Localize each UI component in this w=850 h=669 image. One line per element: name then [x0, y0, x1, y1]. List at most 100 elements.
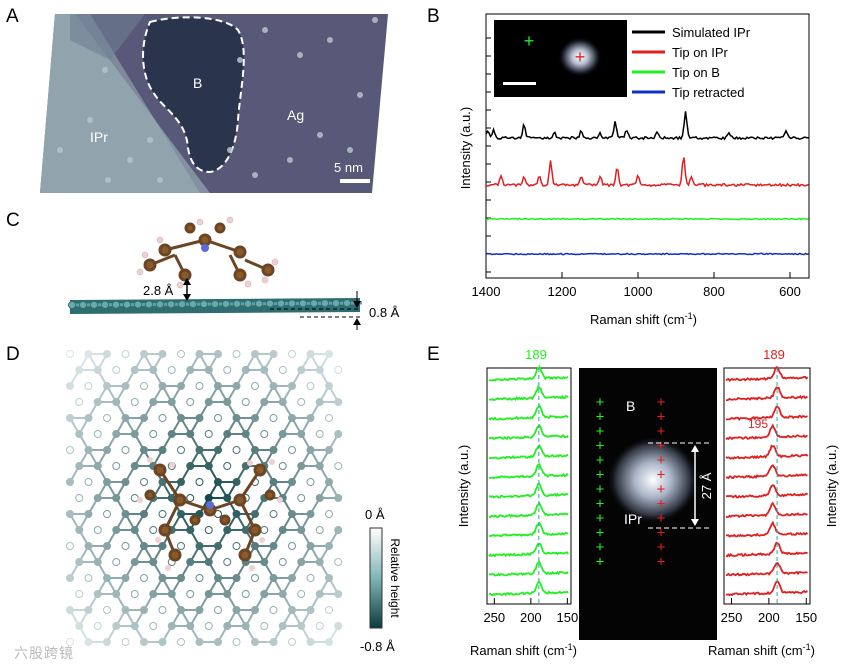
d-boron-atom: [130, 366, 139, 374]
d-colorbar-top: 0 Å: [365, 507, 385, 522]
e-right-axes: [723, 367, 811, 605]
d-boron-atom: [214, 478, 222, 486]
e-spectrum: [725, 541, 808, 558]
d-boron-atom: [121, 510, 130, 518]
d-boron-atom: [325, 638, 333, 646]
e-cross-green: +: [596, 394, 605, 411]
d-boron-atom: [260, 430, 269, 438]
d-boron-atom: [112, 462, 121, 470]
d-boron-atom: [214, 638, 222, 646]
d-boron-atom: [112, 430, 121, 438]
d-boron-atom: [223, 590, 232, 598]
d-boron-atom: [84, 606, 93, 614]
d-boron-atom: [158, 574, 167, 582]
d-boron-atom: [251, 574, 259, 582]
d-boron-atom: [204, 430, 213, 438]
b-series-line-3: [485, 252, 809, 256]
d-boron-atom: [186, 590, 195, 598]
e-map-spot: [607, 436, 699, 524]
d-boron-atom: [278, 398, 287, 406]
c-boron-atom: [233, 299, 241, 308]
d-boron-atom: [84, 414, 93, 422]
d-boron-atom: [93, 558, 102, 566]
d-boron-atom: [140, 382, 148, 390]
b-legend-label-2: Tip on B: [672, 65, 720, 80]
c-boron-atom: [112, 300, 120, 309]
d-boron-atom: [158, 446, 167, 454]
d-boron-atom: [269, 542, 278, 550]
c-boron-atoms: [68, 299, 351, 309]
e-spectrum: [488, 444, 569, 460]
e-spectrum: [725, 423, 809, 441]
d-boron-atom: [158, 382, 167, 390]
c-boron-atom: [79, 301, 87, 309]
d-boron-atom: [167, 366, 176, 374]
d-boron-atom: [112, 398, 121, 406]
d-boron-atom: [130, 558, 139, 566]
d-boron-atom: [112, 590, 121, 598]
e-cross-green: +: [596, 438, 605, 455]
d-boron-atom: [204, 462, 213, 470]
d-boron-atom: [112, 622, 121, 630]
d-boron-atom: [93, 366, 102, 374]
b-yaxis-ticks: [486, 37, 491, 273]
d-boron-atom: [140, 574, 148, 582]
a-label-ag: Ag: [287, 107, 304, 123]
d-boron-atom: [278, 462, 287, 470]
c-boron-atom: [145, 300, 153, 309]
d-boron-atom: [315, 398, 324, 406]
d-boron-atom: [214, 350, 222, 358]
d-boron-atom: [84, 350, 93, 358]
d-boron-atom: [334, 622, 343, 630]
d-boron-atom: [84, 574, 93, 582]
d-boron-atom: [112, 526, 121, 534]
d-boron-atom: [84, 446, 93, 454]
c-boron-atom: [244, 299, 252, 308]
d-boron-atom: [251, 446, 259, 454]
d-boron-atom: [140, 350, 148, 358]
e-xtick-label: 150: [556, 610, 578, 625]
d-boron-atom: [177, 574, 185, 582]
d-boron-atom: [325, 350, 333, 358]
d-boron-atom: [195, 478, 204, 486]
b-series-lines: [485, 111, 809, 256]
d-boron-atom: [288, 414, 296, 422]
d-boron-atom: [130, 622, 139, 630]
d-boron-atom: [260, 590, 269, 598]
d-boron-atom: [204, 494, 213, 502]
d-boron-atom: [84, 382, 93, 390]
d-boron-atom: [140, 414, 148, 422]
c-boron-atom: [255, 299, 263, 308]
e-cross-green: +: [596, 409, 605, 426]
e-spectrum: [725, 444, 809, 460]
d-boron-atom: [103, 414, 111, 422]
e-cross-red: +: [657, 438, 666, 455]
e-cross-green: +: [596, 539, 605, 556]
d-boron-atom: [167, 430, 176, 438]
d-boron-atom: [121, 638, 130, 646]
d-boron-atom: [158, 478, 167, 486]
d-boron-atom: [269, 446, 278, 454]
d-boron-atom: [269, 414, 278, 422]
e-spectrum: [725, 501, 808, 519]
d-boron-atom: [241, 430, 250, 438]
c-boron-atom: [200, 300, 208, 308]
d-boron-atom: [177, 606, 185, 614]
d-boron-atom: [195, 382, 204, 390]
c-boron-atom: [310, 299, 318, 308]
d-boron-atom: [214, 414, 222, 422]
e-left-spectra: [488, 365, 569, 604]
d-boron-atom: [269, 510, 278, 518]
e-cross-red: +: [657, 452, 666, 469]
d-boron-atom: [223, 558, 232, 566]
d-boron-atom: [66, 574, 74, 582]
e-cross-red: +: [657, 554, 666, 571]
c-boron-atom: [167, 300, 175, 309]
d-boron-atom: [186, 366, 195, 374]
e-spectrum: [489, 424, 569, 441]
d-boron-atom: [251, 510, 259, 518]
d-boron-atom: [66, 478, 74, 486]
d-boron-atom: [232, 446, 241, 454]
c-boron-atom: [332, 299, 340, 308]
